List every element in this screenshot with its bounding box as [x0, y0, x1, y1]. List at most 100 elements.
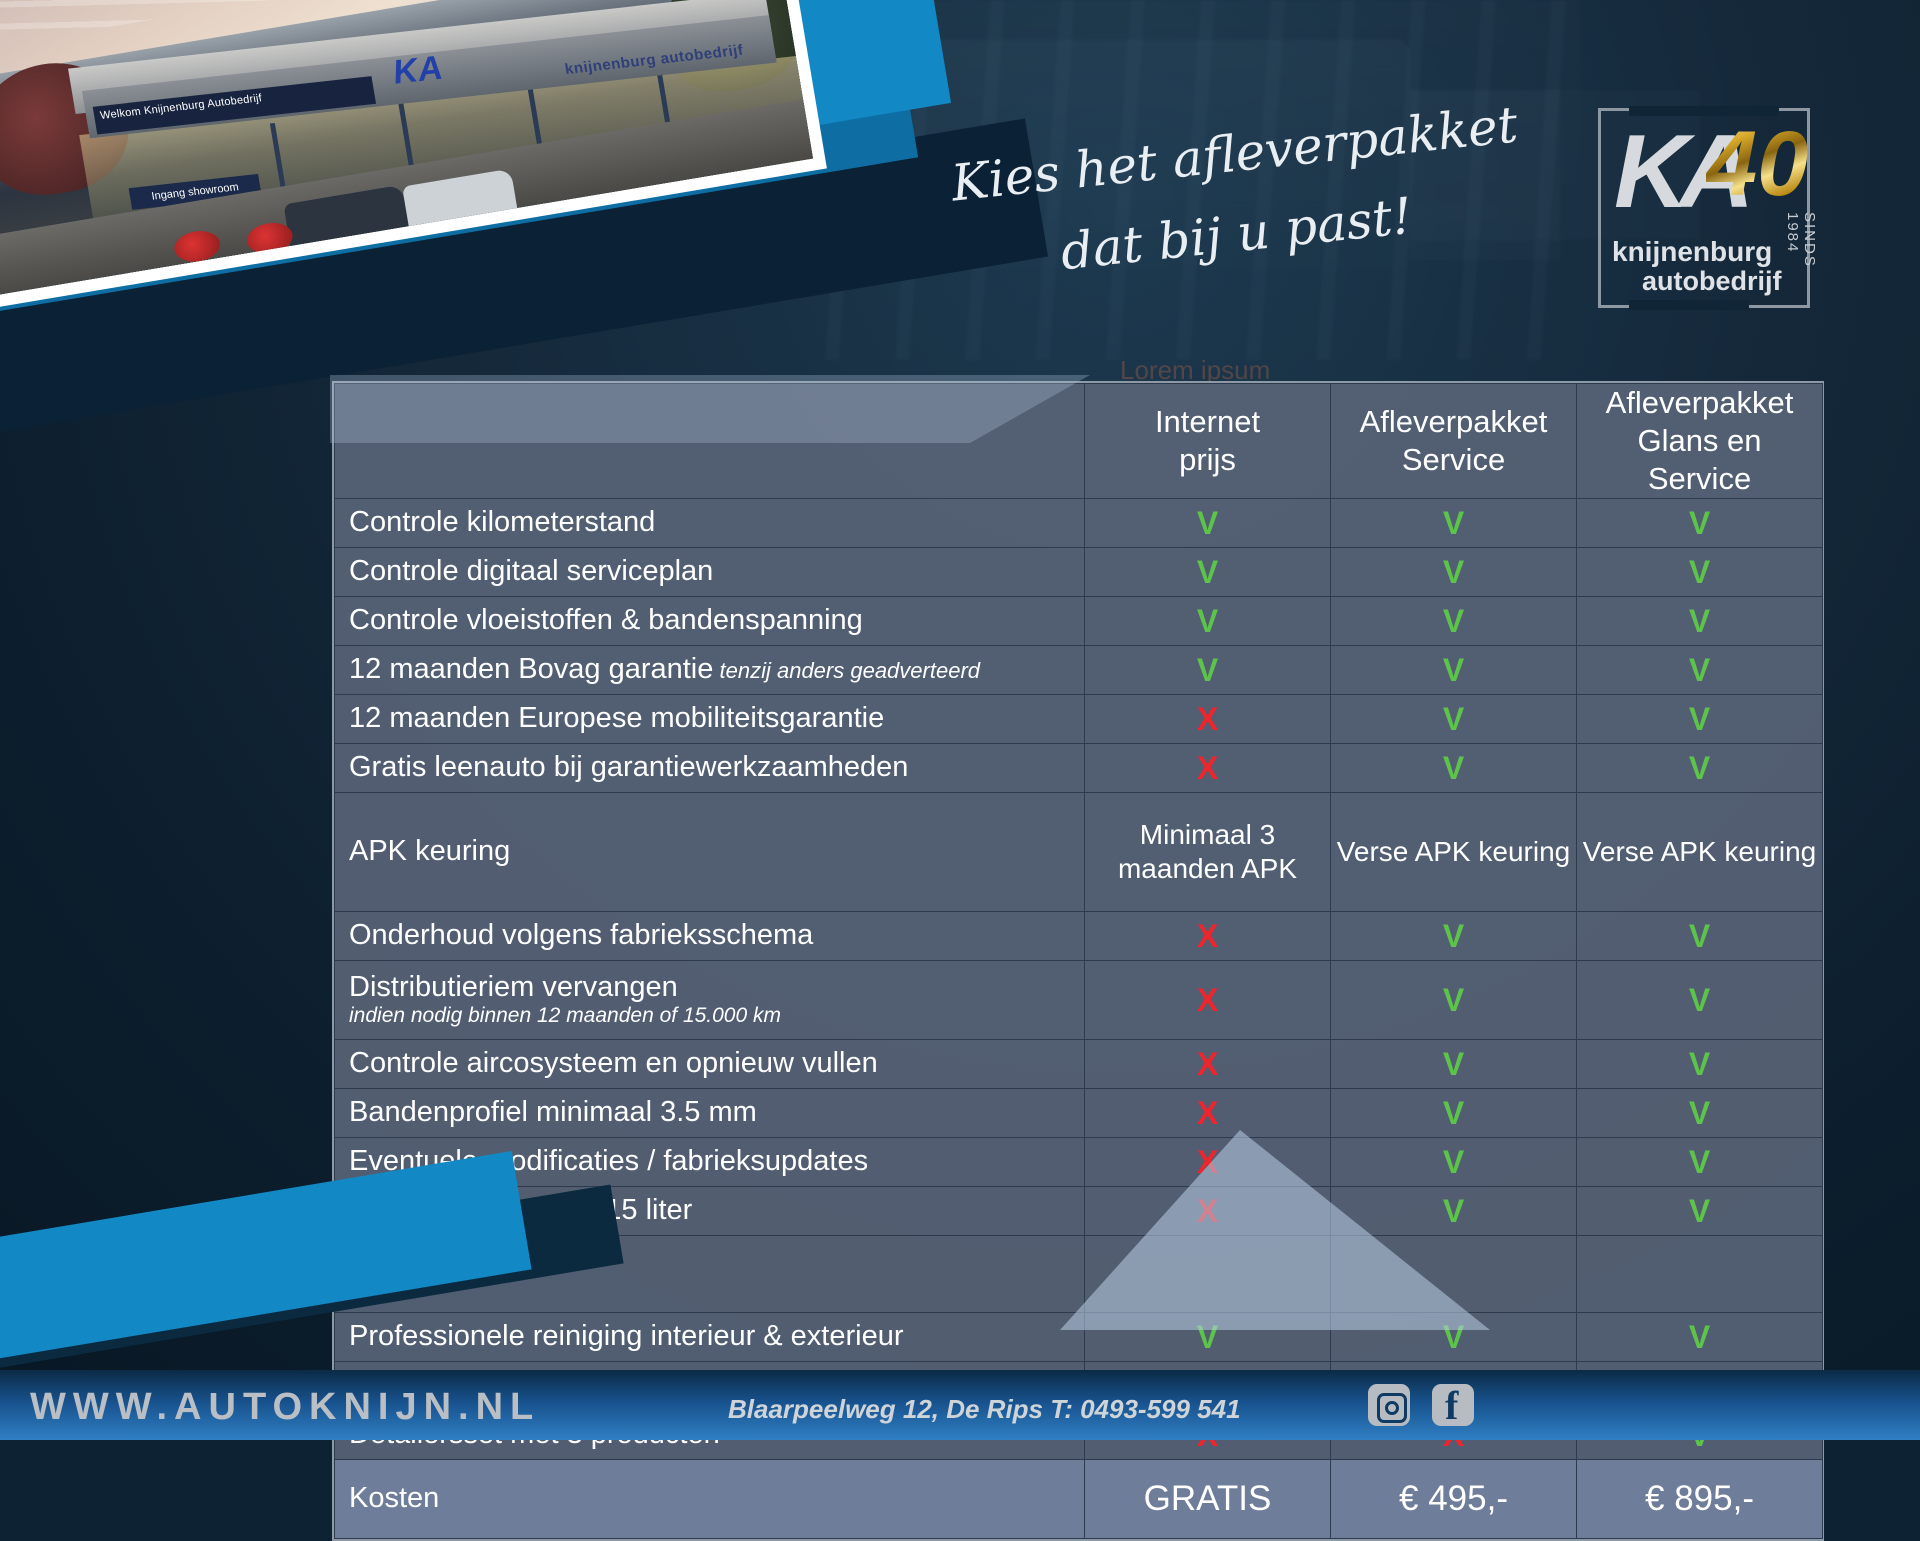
- check-icon: V: [1688, 1318, 1711, 1355]
- headline: Kies het afleverpakket dat bij u past!: [940, 95, 1521, 285]
- cell-check-mark: V: [1330, 645, 1577, 695]
- table-row: Controle aircosysteem en opnieuw vullen X…: [334, 1039, 1823, 1089]
- cell-check-mark: V: [1330, 911, 1577, 961]
- table-row: Kosten GRATIS € 495,- € 895,-: [334, 1459, 1823, 1539]
- cell-price: € 495,-: [1330, 1459, 1577, 1539]
- check-icon: V: [1688, 602, 1711, 639]
- cell-check-mark: V: [1576, 1312, 1823, 1362]
- row-label-note: tenzij anders geadverteerd: [713, 657, 981, 683]
- cell-check-mark: V: [1330, 596, 1577, 646]
- check-icon: V: [1688, 749, 1711, 786]
- row-label-text: Bandenprofiel minimaal 3.5 mm: [349, 1095, 757, 1128]
- facebook-icon[interactable]: [1432, 1382, 1474, 1429]
- cell-check-mark: V: [1576, 547, 1823, 597]
- row-label-text: 12 maanden Europese mobiliteitsgarantie: [349, 701, 885, 734]
- cell-check-mark: V: [1576, 960, 1823, 1040]
- check-icon: V: [1442, 504, 1465, 541]
- check-icon: V: [1688, 981, 1711, 1018]
- cell-check-mark: V: [1084, 547, 1331, 597]
- cell-check-mark: V: [1330, 498, 1577, 548]
- cell-empty: [1576, 1235, 1823, 1313]
- cell-check-mark: V: [1330, 547, 1577, 597]
- check-icon: V: [1196, 651, 1219, 688]
- check-icon: V: [1688, 504, 1711, 541]
- row-label-note: indien nodig binnen 12 maanden of 15.000…: [349, 1003, 781, 1027]
- row-label-text: Gratis leenauto bij garantiewerkzaamhede…: [349, 750, 909, 783]
- row-label: Kosten: [334, 1459, 1085, 1539]
- row-label-text: Kosten: [349, 1481, 440, 1514]
- company-logo: KA 40 knijnenburg autobedrijf SINDS 1984: [1598, 106, 1818, 310]
- row-label: 12 maanden Bovag garantie tenzij anders …: [334, 645, 1085, 695]
- header-col-afleverpakket-service: Afleverpakket Service: [1330, 383, 1577, 499]
- decor-light-wedge-top: [330, 375, 1090, 443]
- table-row: APK keuring Minimaal 3 maanden APK Verse A…: [334, 792, 1823, 912]
- cell-check-mark: V: [1576, 498, 1823, 548]
- row-label-text: Controle kilometerstand: [349, 505, 656, 538]
- cell-check-mark: V: [1576, 645, 1823, 695]
- table-row: Controle kilometerstand V V V: [334, 498, 1823, 548]
- row-label: 12 maanden Europese mobiliteitsgarantie: [334, 694, 1085, 744]
- check-icon: V: [1688, 1094, 1711, 1131]
- cell-cross-mark: X: [1084, 1039, 1331, 1089]
- check-icon: V: [1196, 504, 1219, 541]
- cell-check-mark: V: [1084, 596, 1331, 646]
- check-icon: V: [1688, 651, 1711, 688]
- row-label: Controle kilometerstand: [334, 498, 1085, 548]
- table-row: 12 maanden Europese mobiliteitsgarantie X…: [334, 694, 1823, 744]
- instagram-icon[interactable]: [1368, 1384, 1410, 1426]
- table-header-row: Internet prijs Afleverpakket Service Afl…: [334, 383, 1823, 499]
- cell-cross-mark: X: [1084, 911, 1331, 961]
- logo-frame: [1598, 106, 1810, 310]
- cross-icon: X: [1196, 749, 1219, 786]
- logo-company-name: knijnenburg: [1612, 236, 1773, 267]
- cell-check-mark: V: [1576, 911, 1823, 961]
- header-col-afleverpakket-glans-en-service: Afleverpakket Glans en Service: [1576, 383, 1823, 499]
- check-icon: V: [1688, 917, 1711, 954]
- check-icon: V: [1688, 1192, 1711, 1229]
- row-label: Distributieriem vervangen indien nodig bi…: [334, 960, 1085, 1040]
- check-icon: V: [1442, 700, 1465, 737]
- cell-check-mark: V: [1576, 743, 1823, 793]
- cell-check-mark: V: [1330, 743, 1577, 793]
- header-line-1: Internet: [1154, 404, 1261, 439]
- table-row: 12 maanden Bovag garantie tenzij anders …: [334, 645, 1823, 695]
- row-label: Gratis leenauto bij garantiewerkzaamhede…: [334, 743, 1085, 793]
- check-icon: V: [1442, 553, 1465, 590]
- cell-cross-mark: X: [1084, 743, 1331, 793]
- lorem-watermark: Lorem ipsum: [1120, 355, 1271, 385]
- row-label: Controle aircosysteem en opnieuw vullen: [334, 1039, 1085, 1089]
- package-comparison-table: Internet prijs Afleverpakket Service Afl…: [332, 381, 1824, 1541]
- cell-price: € 895,-: [1576, 1459, 1823, 1539]
- row-label-text: Controle vloeistoffen & bandenspanning: [349, 603, 863, 636]
- row-label: Bandenprofiel minimaal 3.5 mm: [334, 1088, 1085, 1138]
- header-col-internet-prijs: Internet prijs: [1084, 383, 1331, 499]
- cell-check-mark: V: [1330, 960, 1577, 1040]
- cross-icon: X: [1196, 700, 1219, 737]
- logo-anniversary-40: 40: [1706, 113, 1809, 215]
- check-icon: V: [1442, 651, 1465, 688]
- check-icon: V: [1442, 749, 1465, 786]
- check-icon: V: [1442, 1094, 1465, 1131]
- table-row: Controle digitaal serviceplan V V V: [334, 547, 1823, 597]
- header-line-1: Afleverpakket: [1359, 404, 1548, 439]
- cell-check-mark: V: [1330, 694, 1577, 744]
- footer-website-url[interactable]: WWW.AUTOKNIJN.NL: [30, 1386, 541, 1428]
- check-icon: V: [1196, 602, 1219, 639]
- cross-icon: X: [1196, 1045, 1219, 1082]
- row-label: Controle digitaal serviceplan: [334, 547, 1085, 597]
- header-blank-cell: [334, 383, 1085, 499]
- row-label-text: Controle aircosysteem en opnieuw vullen: [349, 1046, 878, 1079]
- header-line-1: Afleverpakket: [1605, 385, 1794, 420]
- cell-text: Minimaal 3 maanden APK: [1084, 792, 1331, 912]
- cell-cross-mark: X: [1084, 1088, 1331, 1138]
- footer-bar: WWW.AUTOKNIJN.NL Blaarpeelweg 12, De Rip…: [0, 1370, 1920, 1440]
- check-icon: V: [1688, 1143, 1711, 1180]
- header-line-2: Service: [1401, 442, 1506, 477]
- row-label-text: 12 maanden Bovag garantie: [349, 652, 714, 685]
- check-icon: V: [1688, 553, 1711, 590]
- cross-icon: X: [1196, 981, 1219, 1018]
- cross-icon: X: [1196, 1094, 1219, 1131]
- photo-ka-logo: KA: [390, 48, 446, 92]
- check-icon: V: [1196, 553, 1219, 590]
- cell-check-mark: V: [1576, 596, 1823, 646]
